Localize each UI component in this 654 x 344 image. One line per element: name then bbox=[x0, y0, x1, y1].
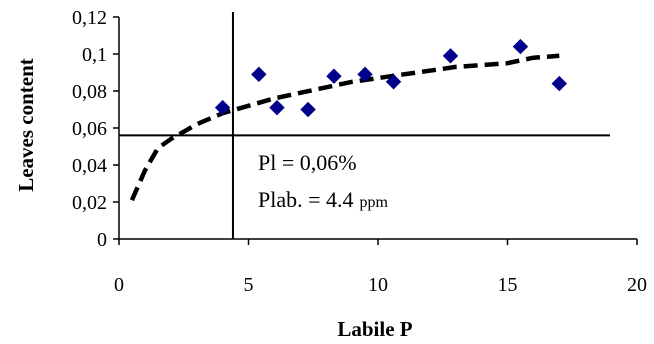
data-point bbox=[385, 74, 402, 90]
y-axis-title: Leaves content bbox=[14, 58, 38, 192]
y-tick-label: 0,02 bbox=[72, 192, 107, 214]
annotation-plab-value: Plab. = 4.4 bbox=[258, 187, 354, 212]
x-tick-label: 0 bbox=[114, 274, 124, 296]
data-point bbox=[214, 99, 231, 116]
x-axis-title: Labile P bbox=[337, 317, 412, 341]
data-point bbox=[357, 66, 373, 83]
x-tick-label: 15 bbox=[498, 274, 518, 296]
data-points bbox=[214, 38, 568, 118]
x-tick-label: 20 bbox=[627, 274, 647, 296]
data-point bbox=[251, 66, 267, 83]
annotation-plab-unit: ppm bbox=[360, 194, 389, 211]
reference-lines bbox=[119, 12, 610, 239]
x-tick-label: 5 bbox=[244, 274, 254, 296]
y-tick-label: 0,04 bbox=[72, 155, 107, 177]
annotation-plab: Plab. = 4.4 ppm bbox=[258, 187, 389, 212]
y-tick-label: 0,12 bbox=[72, 7, 107, 29]
data-point bbox=[512, 38, 529, 55]
data-point bbox=[269, 99, 285, 116]
trend-line bbox=[129, 53, 560, 202]
data-point bbox=[551, 75, 568, 92]
data-point bbox=[326, 68, 342, 84]
trend-line-group bbox=[129, 53, 560, 202]
y-tick-label: 0,06 bbox=[72, 118, 107, 140]
x-tick-label: 10 bbox=[368, 274, 388, 296]
annotation-pl: Pl = 0,06% bbox=[258, 150, 357, 175]
y-tick-label: 0,1 bbox=[82, 44, 107, 66]
axes bbox=[113, 16, 638, 245]
data-point bbox=[300, 101, 316, 118]
data-point bbox=[442, 48, 459, 64]
tick-labels: 0 0,02 0,04 0,06 0,08 0,1 0,12 0 5 10 15 20 bbox=[72, 7, 647, 296]
y-tick-label: 0 bbox=[97, 229, 107, 251]
y-tick-label: 0,08 bbox=[72, 81, 107, 103]
